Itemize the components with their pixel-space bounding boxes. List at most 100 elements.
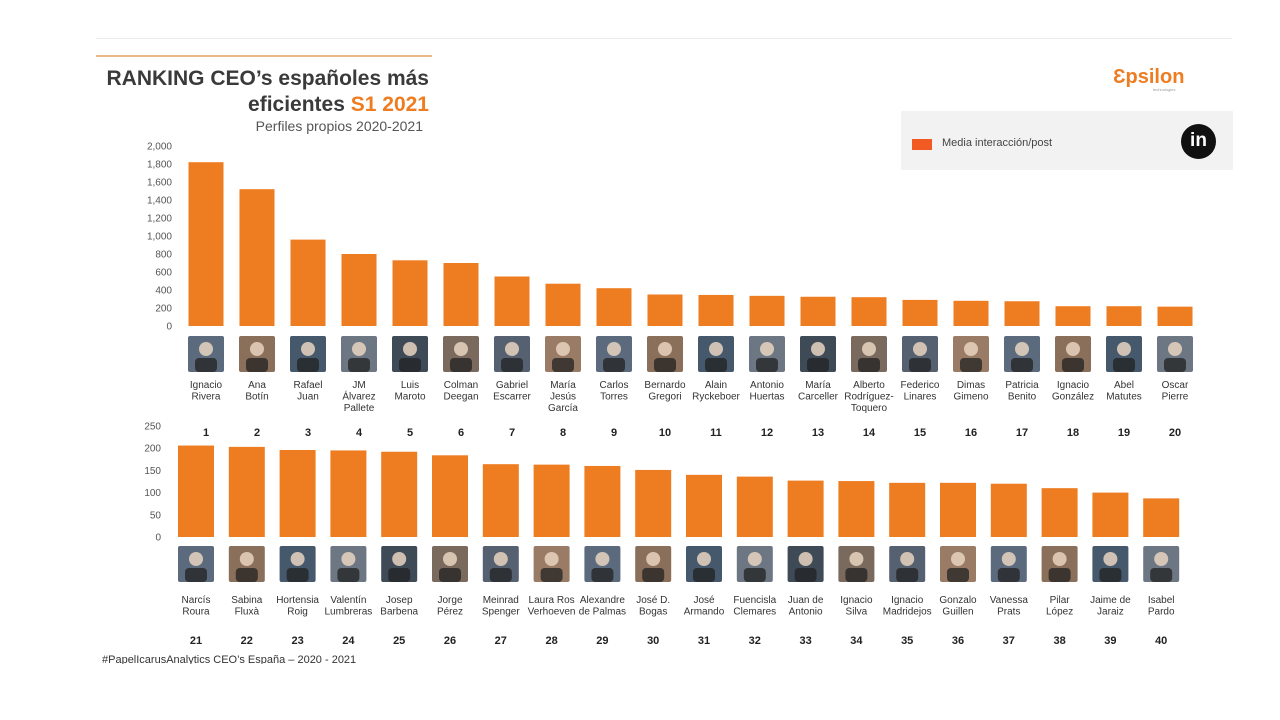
rank-label: 16 xyxy=(965,427,977,439)
top-name-label: Deegan xyxy=(443,392,478,403)
bottom-name-label: Sabina xyxy=(231,595,263,606)
bottom-bar-6 xyxy=(432,455,468,537)
rank-label: 8 xyxy=(560,427,566,439)
top-name-label: Rodríguez- xyxy=(844,392,893,403)
top-bar-12 xyxy=(749,295,785,326)
rank-label: 1 xyxy=(203,427,209,439)
avatar-body-19 xyxy=(1113,358,1135,372)
bottom-name-label: López xyxy=(1046,607,1073,618)
rank-label: 17 xyxy=(1016,427,1028,439)
bottom-bar-13 xyxy=(787,480,824,537)
avatar-body-32 xyxy=(743,568,766,582)
rank-label: 40 xyxy=(1155,635,1167,647)
top-name-label: Huertas xyxy=(749,392,784,403)
bottom-name-label: Lumbreras xyxy=(324,607,372,618)
bottom-name-label: Vanessa xyxy=(990,595,1029,606)
avatar-body-7 xyxy=(501,358,523,372)
avatar-face-14 xyxy=(862,342,876,356)
rank-label: 30 xyxy=(647,635,659,647)
avatar-body-4 xyxy=(348,358,370,372)
top-bar-8 xyxy=(545,283,581,326)
top-bar-11 xyxy=(698,294,734,326)
top-y-tick-label: 600 xyxy=(155,268,172,279)
top-name-label: Jesús xyxy=(550,392,576,403)
avatar-face-9 xyxy=(607,342,621,356)
avatar-body-34 xyxy=(845,568,868,582)
top-name-label: Maroto xyxy=(394,392,426,403)
bottom-name-label: Josep xyxy=(386,595,413,606)
rank-label: 33 xyxy=(799,635,811,647)
top-name-label: Pierre xyxy=(1162,392,1189,403)
bottom-bar-18 xyxy=(1041,488,1078,537)
avatar-body-21 xyxy=(185,568,207,582)
bottom-name-label: Clemares xyxy=(733,607,776,618)
rank-label: 32 xyxy=(749,635,761,647)
top-y-tick-label: 1,600 xyxy=(147,178,172,189)
avatar-body-22 xyxy=(235,568,258,582)
bottom-bar-15 xyxy=(889,482,926,537)
avatar-face-21 xyxy=(189,552,203,566)
top-name-label: Linares xyxy=(904,392,937,403)
avatar-face-12 xyxy=(760,342,774,356)
rank-label: 15 xyxy=(914,427,926,439)
avatar-face-13 xyxy=(811,342,825,356)
avatar-face-3 xyxy=(301,342,315,356)
rank-label: 4 xyxy=(356,427,363,439)
avatar-body-9 xyxy=(603,358,625,372)
bottom-bar-17 xyxy=(990,483,1027,537)
legend-swatch xyxy=(912,139,932,150)
bottom-y-tick-label: 100 xyxy=(144,488,161,499)
bottom-bar-20 xyxy=(1143,498,1180,537)
bottom-bar-1 xyxy=(178,445,214,537)
top-name-label: Toquero xyxy=(851,403,888,414)
top-bar-20 xyxy=(1157,306,1193,326)
avatar-body-30 xyxy=(642,568,665,582)
legend-label: Media interacción/post xyxy=(942,137,1053,149)
top-name-label: Colman xyxy=(444,380,478,391)
avatar-body-6 xyxy=(450,358,472,372)
top-name-label: Gimeno xyxy=(953,392,988,403)
bottom-y-tick-label: 150 xyxy=(144,466,161,477)
rank-label: 2 xyxy=(254,427,260,439)
top-name-label: JM xyxy=(352,380,365,391)
top-name-label: Alain xyxy=(705,380,727,391)
top-bar-19 xyxy=(1106,306,1142,326)
avatar-face-7 xyxy=(505,342,519,356)
avatar-face-15 xyxy=(913,342,927,356)
avatar-body-16 xyxy=(960,358,982,372)
rank-label: 12 xyxy=(761,427,773,439)
avatar-body-14 xyxy=(858,358,880,372)
avatar-body-24 xyxy=(337,568,360,582)
rank-label: 3 xyxy=(305,427,311,439)
rank-label: 38 xyxy=(1053,635,1065,647)
avatar-face-8 xyxy=(556,342,570,356)
avatar-body-18 xyxy=(1062,358,1084,372)
top-name-label: Bernardo xyxy=(644,380,686,391)
avatar-body-37 xyxy=(997,568,1020,582)
top-bar-1 xyxy=(188,162,224,326)
top-name-label: Antonio xyxy=(750,380,784,391)
top-bar-9 xyxy=(596,288,632,326)
title-highlight: S1 2021 xyxy=(350,93,429,116)
avatar-body-27 xyxy=(489,568,512,582)
rank-label: 19 xyxy=(1118,427,1130,439)
bottom-name-label: de Palmas xyxy=(579,607,626,618)
avatar-face-5 xyxy=(403,342,417,356)
avatar-face-17 xyxy=(1015,342,1029,356)
top-name-label: Patricia xyxy=(1005,380,1039,391)
top-name-label: Ana xyxy=(248,380,266,391)
top-bar-4 xyxy=(341,254,377,326)
rank-label: 22 xyxy=(241,635,253,647)
bottom-name-label: Hortensia xyxy=(276,595,319,606)
avatar-body-10 xyxy=(654,358,676,372)
rank-label: 39 xyxy=(1104,635,1116,647)
top-name-label: Matutes xyxy=(1106,392,1142,403)
top-name-label: Abel xyxy=(1114,380,1134,391)
avatar-body-26 xyxy=(439,568,461,582)
bottom-name-label: Bogas xyxy=(639,607,667,618)
bottom-bar-19 xyxy=(1092,492,1129,537)
rank-label: 36 xyxy=(952,635,964,647)
avatar-face-11 xyxy=(709,342,723,356)
top-name-label: Dimas xyxy=(957,380,985,391)
top-name-label: Oscar xyxy=(1162,380,1189,391)
